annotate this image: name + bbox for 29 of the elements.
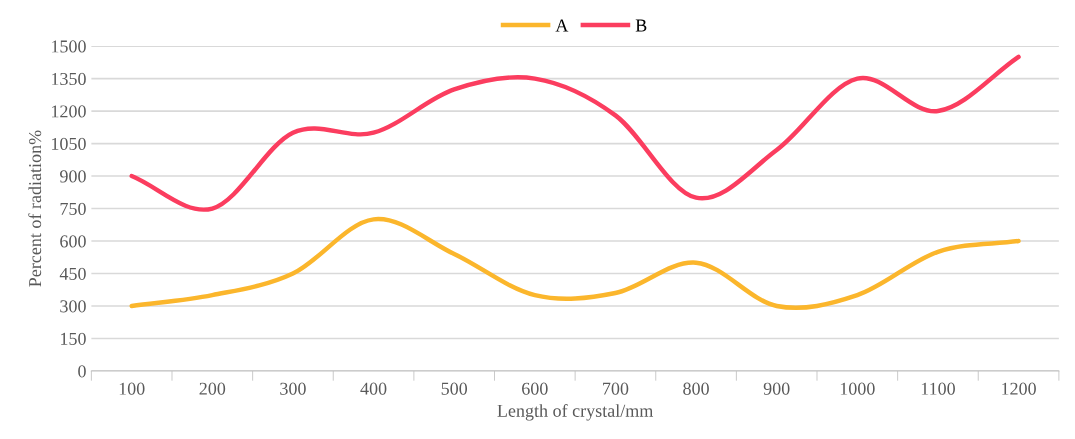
y-tick-label: 750 [60, 202, 86, 215]
x-axis-title: Length of crystal/mm [497, 404, 654, 421]
y-tick-label: 450 [59, 267, 86, 280]
y-axis-title: Percent of radiation% [28, 130, 42, 287]
y-tick-label: 600 [60, 235, 86, 248]
y-tick-label: 300 [60, 300, 86, 313]
x-tick-label: 1100 [921, 382, 955, 395]
x-tick-label: 200 [199, 382, 226, 395]
y-tick-label: 1200 [51, 105, 86, 118]
y-tick-label: 0 [78, 365, 86, 378]
y-tick-label: 1350 [51, 72, 86, 86]
x-tick-label: 500 [441, 382, 468, 395]
x-tick-label: 700 [603, 382, 629, 395]
x-tick-label: 300 [280, 382, 306, 395]
x-tick-label: 1200 [1002, 382, 1036, 395]
x-tick-label: 800 [683, 382, 709, 395]
y-tick-label: 1050 [51, 137, 86, 150]
y-tick-label: 1500 [51, 40, 86, 53]
y-tick-label: 900 [60, 170, 86, 183]
x-tick-label: 400 [360, 382, 387, 395]
line-series [129, 54, 1021, 212]
y-tick-label: 150 [61, 332, 86, 345]
x-tick-label: 100 [119, 382, 145, 395]
x-tick-label: 600 [522, 382, 548, 395]
legend-label: A [555, 19, 569, 32]
x-tick-label: 1000 [840, 382, 875, 395]
legend-label: B [635, 19, 647, 32]
line-series [129, 217, 1021, 310]
x-tick-label: 900 [763, 382, 790, 395]
